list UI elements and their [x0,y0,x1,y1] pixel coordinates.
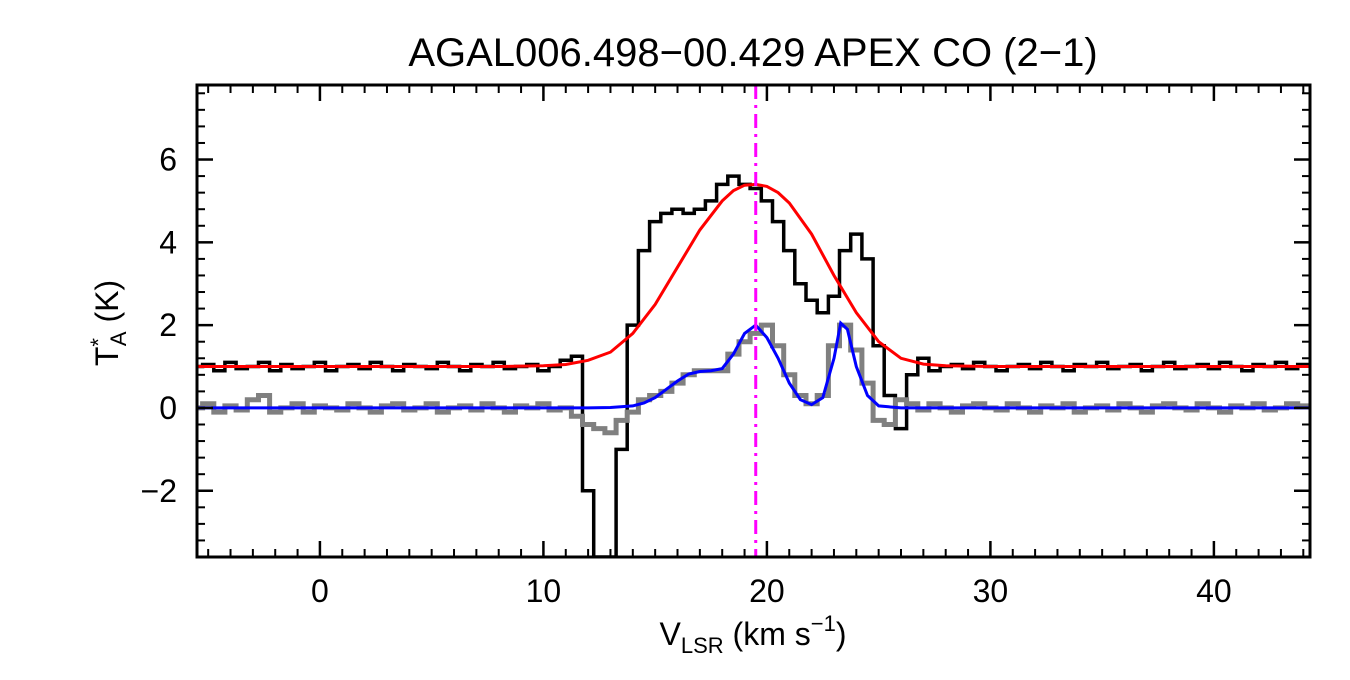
y-tick-label: −2 [141,473,177,509]
x-label-main: V [660,616,682,652]
y-label-rest: (K) [89,280,125,332]
series-group [197,174,1310,557]
x-tick-label: 10 [526,573,562,609]
y-label-sup: * [86,338,111,347]
x-tick-label: 40 [1196,573,1232,609]
y-label-main: T [89,347,125,367]
plot-frame [195,83,1312,559]
x-tick-labels: 0 10 20 30 40 [311,573,1232,609]
x-label-sub: LSR [681,633,724,658]
y-tick-label: 6 [159,142,177,178]
chart-title: AGAL006.498−00.429 APEX CO (2−1) [408,31,1097,75]
y-tick-labels: −2 0 2 4 6 [141,142,177,509]
ticks-group [197,85,1310,558]
y-tick-label: 0 [159,390,177,426]
y-tick-label: 2 [159,307,177,343]
x-label-rest: (km s [724,616,811,652]
series-line-3 [197,320,1310,410]
x-label-sup: −1 [811,611,836,636]
series-line-1 [197,322,1309,436]
x-tick-label: 30 [973,573,1009,609]
y-tick-label: 4 [159,224,177,260]
series-line-2 [197,182,1310,368]
x-axis-label: VLSR (km s−1) [660,611,847,658]
y-label-sub: A [106,331,131,346]
x-tick-label: 20 [749,573,785,609]
x-tick-label: 0 [311,573,329,609]
x-label-end: ) [836,616,847,652]
y-axis-label: T*A (K) [86,280,131,366]
